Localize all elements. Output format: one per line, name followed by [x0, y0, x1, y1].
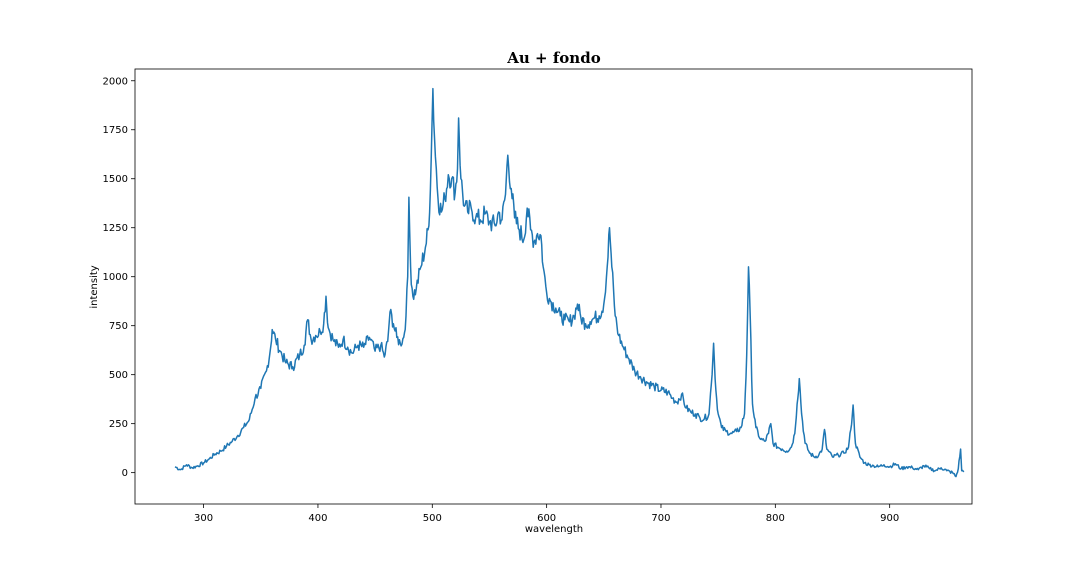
- x-axis-ticks: 300 400 500 600 700 800 900: [194, 504, 899, 524]
- x-tick-label: 900: [880, 513, 899, 524]
- x-axis-label: wavelength: [525, 524, 583, 535]
- y-tick-label: 750: [109, 321, 128, 332]
- y-axis-label: intensity: [89, 265, 100, 308]
- y-tick-label: 1000: [103, 272, 128, 283]
- chart-title: Au + fondo: [506, 49, 600, 67]
- y-tick-label: 250: [109, 419, 128, 430]
- x-tick-label: 700: [651, 513, 670, 524]
- y-tick-label: 1250: [103, 223, 128, 234]
- y-axis-ticks: 0 250 500 750 1000 1250 1500 1750 2000: [103, 76, 135, 479]
- y-tick-label: 2000: [103, 76, 128, 87]
- x-tick-label: 500: [423, 513, 442, 524]
- y-tick-label: 1500: [103, 174, 128, 185]
- plot-area: [134, 68, 973, 505]
- axes-frame: [134, 68, 973, 505]
- x-tick-label: 400: [308, 513, 327, 524]
- x-tick-label: 300: [194, 513, 213, 524]
- y-tick-label: 0: [122, 468, 128, 479]
- x-tick-label: 600: [537, 513, 556, 524]
- x-tick-label: 800: [766, 513, 785, 524]
- series-line: [174, 87, 965, 478]
- y-tick-label: 1750: [103, 125, 128, 136]
- y-tick-label: 500: [109, 370, 128, 381]
